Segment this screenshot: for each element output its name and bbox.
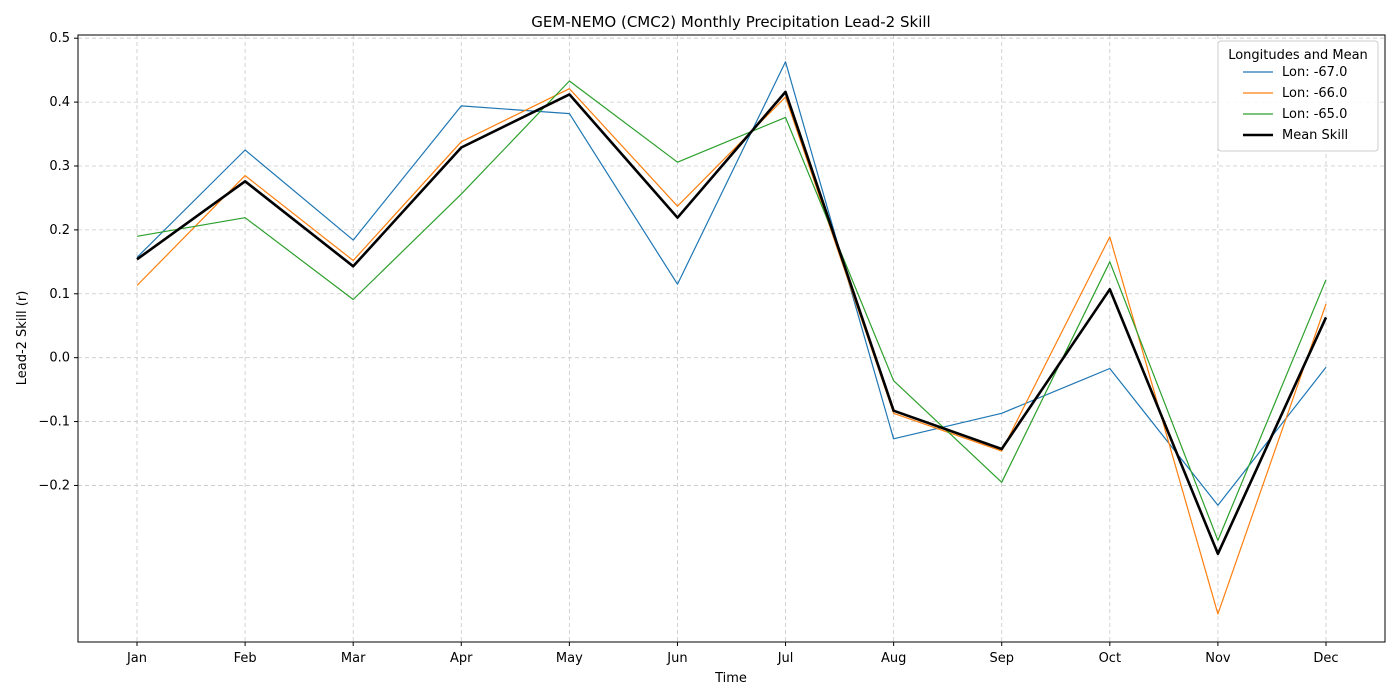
x-tick-label: Mar — [341, 651, 366, 666]
series-2 — [136, 88, 1327, 615]
series-layer — [136, 61, 1328, 615]
x-tick-label: May — [556, 651, 583, 666]
x-tick-label: Jun — [666, 651, 687, 666]
y-axis-label: Lead-2 Skill (r) — [15, 291, 30, 386]
legend-box — [1217, 40, 1379, 152]
chart-title: GEM-NEMO (CMC2) Monthly Precipitation Le… — [531, 13, 930, 31]
x-tick-label: Sep — [989, 651, 1014, 666]
x-tick-label: Jan — [126, 651, 147, 666]
series-3 — [136, 80, 1327, 542]
plot-area-frame — [77, 34, 1386, 643]
x-tick-label: Feb — [234, 651, 257, 666]
y-tick-label: 0.5 — [49, 31, 70, 46]
y-tick-label: 0.3 — [49, 159, 70, 174]
legend-title: Longitudes and Mean — [1228, 48, 1368, 63]
y-tick-label: 0.4 — [49, 95, 70, 110]
x-tick-label: Dec — [1313, 651, 1338, 666]
series-4 — [136, 90, 1328, 556]
x-tick-label: Jul — [777, 651, 794, 666]
grid-layer — [78, 35, 1385, 642]
series-1 — [136, 61, 1327, 506]
series-line — [136, 90, 1328, 556]
y-tick-label: 0.0 — [49, 351, 70, 366]
x-tick-label: Aug — [881, 651, 906, 666]
x-tick-label: Apr — [450, 651, 473, 666]
series-line — [136, 80, 1327, 542]
x-tick-label: Nov — [1205, 651, 1231, 666]
legend-items: Lon: -67.0 Lon: -66.0 Lon: -65.0 Mean Skill — [1243, 65, 1348, 143]
y-tick-label: 0.1 — [49, 287, 70, 302]
x-tick-label: Oct — [1099, 651, 1121, 666]
y-tick-label: −0.1 — [38, 415, 70, 430]
y-tick-label: 0.2 — [49, 223, 70, 238]
y-tick-label: −0.2 — [38, 478, 70, 493]
series-line — [136, 88, 1327, 615]
y-axis-ticks: 0.5 0.4 0.3 0.2 0.1 0.0 −0.1 −0.2 — [38, 31, 78, 493]
x-axis-ticks: Jan Feb Mar Apr May Jun Jul Aug Sep Oct Nov Dec — [126, 642, 1339, 666]
series-line — [136, 61, 1327, 506]
legend-label: Lon: -66.0 — [1282, 86, 1347, 101]
legend-label: Mean Skill — [1282, 128, 1348, 143]
legend-label: Lon: -67.0 — [1282, 65, 1347, 80]
x-axis-label: Time — [714, 671, 747, 686]
legend-label: Lon: -65.0 — [1282, 107, 1347, 122]
legend: Longitudes and Mean Lon: -67.0 Lon: -66.0… — [1217, 40, 1379, 152]
